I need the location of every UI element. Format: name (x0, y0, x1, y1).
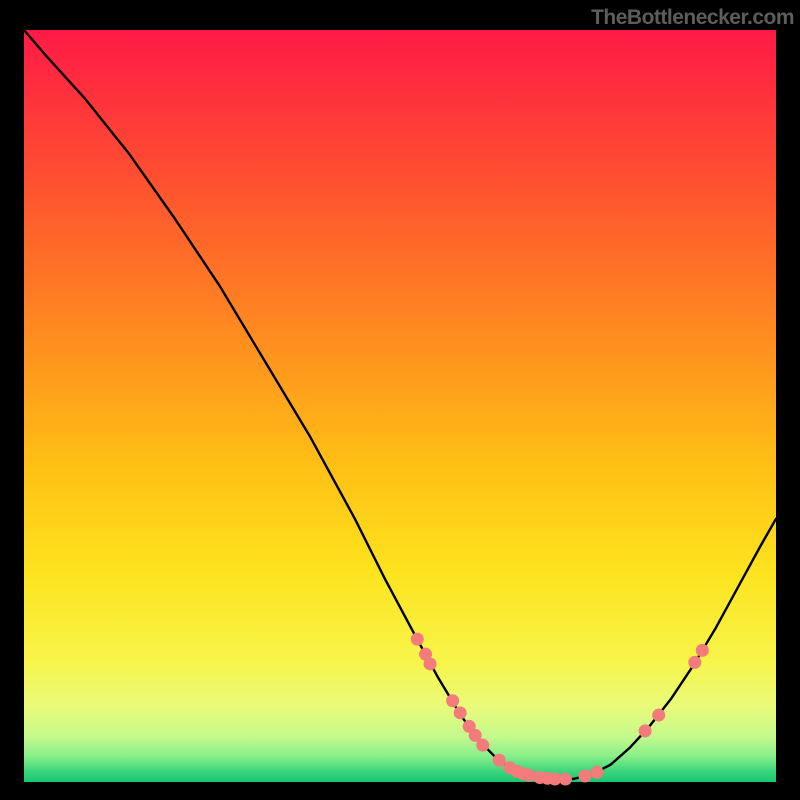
data-point (652, 709, 665, 722)
data-point (476, 739, 489, 752)
data-point (578, 769, 591, 782)
data-point (446, 694, 459, 707)
data-point (639, 724, 652, 737)
data-point (493, 754, 506, 767)
data-point (559, 772, 572, 785)
data-point (411, 633, 424, 646)
watermark-text: TheBottlenecker.com (591, 6, 794, 30)
bottleneck-curve-chart (0, 0, 800, 800)
data-point (688, 656, 701, 669)
data-point (454, 706, 467, 719)
chart-container: TheBottlenecker.com (0, 0, 800, 800)
data-point (591, 766, 604, 779)
data-point (424, 657, 437, 670)
data-point (696, 644, 709, 657)
chart-gradient-background (24, 30, 776, 782)
